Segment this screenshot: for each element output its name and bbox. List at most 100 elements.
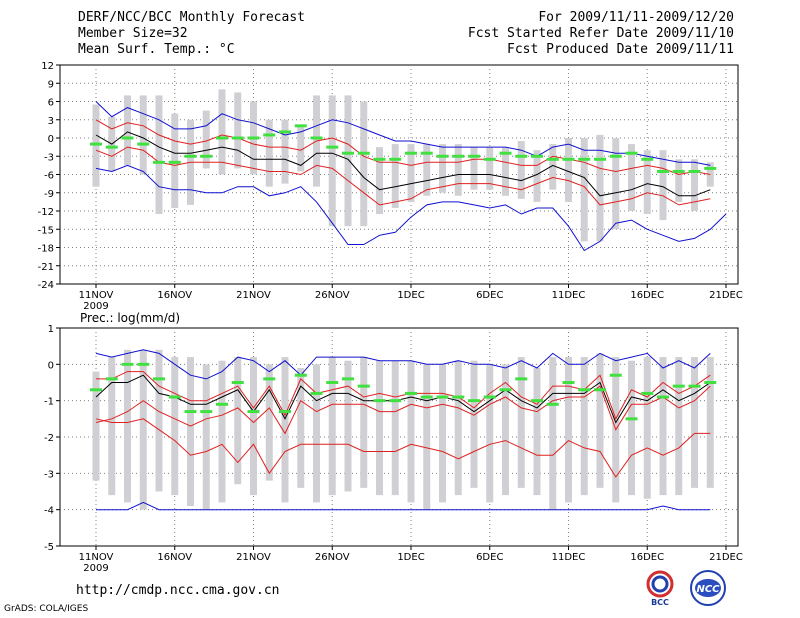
- panel1-observed-marker: [263, 133, 276, 137]
- panel2-x-tick-label: 1DEC: [397, 552, 424, 563]
- panel1-y-tick-label: 3: [48, 116, 54, 127]
- panel2-spread-box: [391, 360, 399, 496]
- panel1-spread-box: [454, 144, 462, 196]
- panel1-spread-box: [549, 144, 557, 190]
- header-left: DERF/NCC/BCC Monthly Forecast Member Size…: [78, 10, 305, 58]
- bcc-logo: BCC: [646, 570, 674, 607]
- panel1-y-tick-label: -6: [44, 171, 54, 182]
- panel2-spread-box: [108, 357, 116, 496]
- panel2-y-tick-label: -2: [44, 433, 54, 444]
- panel1-x-tick-label: 16DEC: [630, 290, 664, 301]
- panel1-spread-box: [360, 101, 368, 227]
- panel2-observed-marker: [468, 399, 480, 403]
- panel1-y-tick-label: 9: [48, 79, 54, 90]
- panel2-spread-box: [124, 349, 131, 503]
- panel2-observed-marker: [499, 388, 512, 392]
- header-right: For 2009/11/11-2009/12/20 Fcst Started Re…: [468, 10, 734, 58]
- panel1-observed-marker: [672, 169, 685, 173]
- panel2-spread-box: [675, 357, 683, 496]
- bcc-logo-ring: [646, 570, 674, 598]
- panel1-spread-box: [470, 147, 478, 190]
- panel1-y-tick-label: -9: [44, 189, 54, 200]
- panel1-spread-box: [391, 144, 399, 208]
- panel2-spread-box: [517, 357, 525, 488]
- panel2-y-tick-label: 1: [48, 324, 54, 335]
- panel2-spread-box: [643, 357, 651, 499]
- panel1-min-line: [95, 164, 727, 252]
- panel1-spread-box: [533, 150, 541, 202]
- panel1-y-tick-label: 6: [48, 98, 54, 109]
- panel2-spread-box: [202, 364, 210, 510]
- panel1-spread-box: [344, 95, 352, 227]
- panel1-observed-marker: [105, 145, 118, 149]
- panel1-y-tick-label: -12: [38, 207, 54, 218]
- panel1-observed-marker: [546, 157, 559, 161]
- panel2-x-tick-label: 21NOV: [236, 552, 271, 563]
- panel2-observed-marker: [625, 417, 638, 421]
- panel1-x-tick-label: 16NOV: [157, 290, 192, 301]
- panel1-spread-box: [376, 147, 383, 215]
- panel1-spread-box: [92, 104, 100, 187]
- panel1-observed-marker: [609, 154, 622, 158]
- panel1-observed-marker: [357, 151, 370, 155]
- panel2-observed-marker: [200, 410, 213, 414]
- ncc-logo-globe: [695, 579, 721, 597]
- panel2-observed-marker: [105, 377, 118, 381]
- panel1-observed-marker: [310, 136, 323, 140]
- panel1-observed-marker: [452, 154, 465, 158]
- panel2-observed-marker: [688, 384, 701, 388]
- panel1-spread-box: [502, 147, 509, 196]
- panel2-title: Prec.: log(mm/d): [80, 311, 180, 325]
- panel1-observed-marker: [531, 154, 543, 158]
- panel2-spread-box: [218, 360, 226, 503]
- panel2-spread-box: [313, 364, 320, 503]
- panel1-x-tick-label: 11NOV: [79, 290, 114, 301]
- panel1-observed-marker: [594, 157, 606, 161]
- panel1-observed-marker: [499, 151, 512, 155]
- panel1-spread-box: [596, 134, 604, 242]
- panel1-spread-box: [659, 150, 667, 221]
- panel2-spread-box: [250, 357, 257, 496]
- panel1-x-tick-label: 26NOV: [315, 290, 350, 301]
- panel2-max-line: [95, 349, 711, 380]
- panel2-spread-box: [439, 364, 446, 503]
- panel2-observed-marker: [326, 381, 339, 384]
- panel2-observed-marker: [216, 402, 228, 406]
- panel1-spread-box: [517, 141, 525, 199]
- panel1-spread-box: [439, 144, 446, 193]
- panel2-observed-marker: [279, 410, 291, 414]
- panel2-x-tick-label: 21DEC: [709, 552, 743, 563]
- panel2-observed-marker: [310, 391, 323, 395]
- panel1-x-tick-label: 6DEC: [476, 290, 503, 301]
- panel2-spread-box: [155, 349, 163, 492]
- panel1-observed-marker: [578, 157, 591, 161]
- panel2-spread-box: [454, 360, 462, 496]
- panel2-spread-box: [470, 360, 478, 488]
- panel2-observed-marker: [657, 395, 669, 399]
- panel2-x-tick-label: 16DEC: [630, 552, 664, 563]
- panel2-lower-red-line: [95, 418, 711, 478]
- logos: BCC NCC: [646, 570, 726, 607]
- panel2-observed-marker: [153, 377, 165, 381]
- panel2-spread-box: [328, 357, 336, 496]
- panel1-observed-marker: [294, 124, 307, 128]
- panel2-spread-box: [265, 364, 273, 481]
- bcc-logo-text: BCC: [651, 598, 669, 607]
- panel2-x-tick-label: 6DEC: [476, 552, 503, 563]
- panel1-observed-marker: [90, 142, 102, 146]
- panel2-observed-marker: [90, 388, 102, 392]
- panel2-observed-marker: [168, 395, 181, 399]
- panel2-observed-marker: [641, 391, 654, 395]
- panel1-spread-box: [328, 95, 336, 227]
- panel1-observed-marker: [216, 136, 228, 140]
- panel2-spread-box: [549, 357, 557, 510]
- panel1-observed-marker: [657, 169, 669, 173]
- panel1-spread-box: [628, 144, 635, 211]
- panel1-observed-marker: [200, 154, 213, 158]
- panel1-spread-box: [202, 110, 210, 169]
- panel1-observed-marker: [373, 157, 386, 161]
- panel1-observed-marker: [342, 151, 354, 155]
- panel1-spread-box: [139, 95, 147, 175]
- source-url[interactable]: http://cmdp.ncc.cma.gov.cn: [76, 583, 280, 598]
- panel1-observed-marker: [389, 157, 402, 161]
